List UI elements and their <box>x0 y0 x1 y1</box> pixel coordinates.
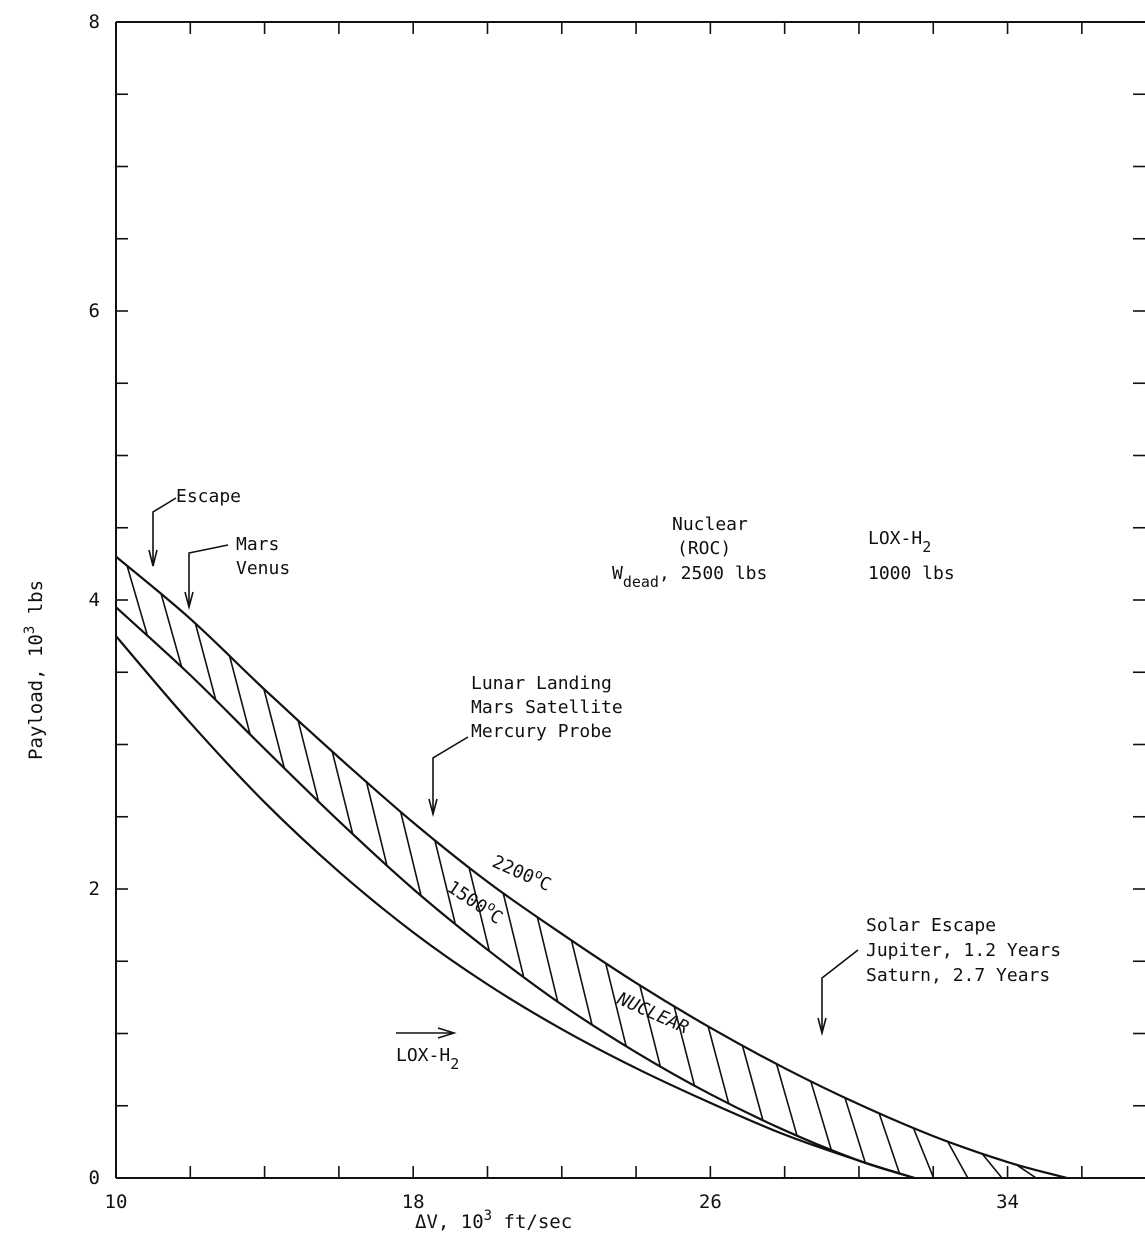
hatch-line <box>604 962 627 1047</box>
label-lox-h2-text: LOX-H2 <box>396 1045 459 1073</box>
hatch-line <box>639 984 661 1067</box>
annotation-solar-line1: Solar Escape <box>866 915 996 936</box>
series-line-2200c <box>115 555 1068 1180</box>
y-axis-label: Payload, 103 lbs <box>22 580 47 760</box>
series-lines <box>115 555 1068 1180</box>
hatch-line <box>912 1127 935 1179</box>
y-tick-label: 0 <box>89 1167 100 1189</box>
x-axis-label: ΔV, 103 ft/sec <box>415 1208 572 1233</box>
hatch-line <box>570 939 593 1025</box>
axis-ticks <box>115 21 1145 1179</box>
hatch-line <box>707 1026 730 1104</box>
legend-wdead: Wdead, 2500 lbs <box>612 563 767 591</box>
label-2200c: 2200oC <box>489 849 555 896</box>
annotation-lunar-line2: Mars Satellite <box>471 697 623 718</box>
hatch-line <box>502 892 525 977</box>
legend-lox-weight: 1000 lbs <box>868 563 955 584</box>
hatch-line <box>228 656 251 735</box>
hatch-line <box>468 866 491 952</box>
tick-labels: 10 18 26 34 0 2 4 6 8 <box>89 11 1019 1213</box>
annotation-escape: Escape <box>148 486 241 567</box>
annotation-mars-text: Mars <box>236 534 279 555</box>
label-lox-h2-curve: LOX-H2 <box>396 1027 459 1073</box>
y-tick-label: 2 <box>89 878 100 900</box>
annotation-lunar-line1: Lunar Landing <box>471 673 612 694</box>
annotation-solar-line2: Jupiter, 1.2 Years <box>866 940 1061 961</box>
x-tick-label: 34 <box>996 1191 1019 1213</box>
hatch-line <box>194 623 217 701</box>
annotation-escape-text: Escape <box>176 486 241 507</box>
hatch-line <box>980 1152 1003 1179</box>
label-1500c: 1500oC <box>443 874 508 929</box>
hatch-line <box>433 839 456 924</box>
label-nuclear-region: NUCLEAR <box>613 988 692 1039</box>
legend-nuclear-sub: (ROC) <box>677 538 731 559</box>
hatch-line <box>878 1112 901 1174</box>
annotation-solar: Solar Escape Jupiter, 1.2 Years Saturn, … <box>817 915 1061 1037</box>
y-tick-label: 8 <box>89 11 100 33</box>
hatch-line <box>160 594 183 668</box>
y-tick-label: 6 <box>89 300 100 322</box>
annotation-solar-line3: Saturn, 2.7 Years <box>866 965 1050 986</box>
hatch-line <box>399 811 422 896</box>
hatch-line <box>297 719 320 802</box>
hatch-line <box>946 1140 969 1179</box>
hatch-line <box>741 1044 764 1120</box>
hatch-line <box>775 1063 798 1136</box>
legend-lox-title: LOX-H2 <box>868 528 931 556</box>
annotation-mars-venus: Mars Venus <box>184 534 290 611</box>
hatch-line <box>809 1080 832 1150</box>
x-tick-label: 26 <box>699 1191 722 1213</box>
legend-nuclear-title: Nuclear <box>672 514 748 535</box>
hatch-line <box>844 1097 867 1163</box>
hatch-line <box>365 781 388 866</box>
y-tick-label: 4 <box>89 589 100 611</box>
annotation-lunar-line3: Mercury Probe <box>471 721 612 742</box>
hatch-line <box>263 688 286 769</box>
hatch-line <box>331 751 354 834</box>
x-tick-label: 18 <box>402 1191 425 1213</box>
hatch-region <box>126 565 1068 1179</box>
series-line-lox-h2 <box>115 635 916 1180</box>
x-tick-label: 10 <box>105 1191 128 1213</box>
hatch-line <box>673 1005 696 1086</box>
hatch-line <box>536 916 559 1002</box>
hatch-line <box>126 565 149 637</box>
annotation-lunar: Lunar Landing Mars Satellite Mercury Pro… <box>428 673 623 818</box>
series-line-1500c <box>115 606 916 1180</box>
annotation-venus-text: Venus <box>236 558 290 579</box>
